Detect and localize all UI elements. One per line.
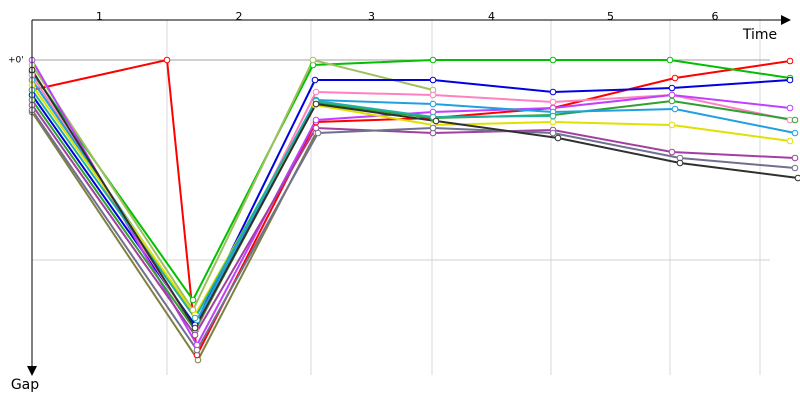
data-point [314, 129, 322, 137]
data-point [554, 134, 562, 142]
data-point [671, 74, 679, 82]
data-point [549, 98, 557, 106]
section-label: 2 [236, 10, 243, 23]
data-point [786, 57, 794, 65]
data-point [668, 84, 676, 92]
data-point [429, 56, 437, 64]
section-label: 5 [607, 10, 614, 23]
section-label: 6 [712, 10, 719, 23]
data-point [549, 112, 557, 120]
data-point [791, 129, 799, 137]
data-point [666, 56, 674, 64]
data-point [549, 56, 557, 64]
data-point [312, 116, 320, 124]
data-point [429, 76, 437, 84]
data-point [671, 105, 679, 113]
data-point [309, 56, 317, 64]
data-point [786, 104, 794, 112]
data-point [312, 100, 320, 108]
data-point [794, 174, 800, 182]
data-point [668, 97, 676, 105]
data-point [191, 314, 199, 322]
data-point [668, 91, 676, 99]
data-point [791, 116, 799, 124]
data-point [791, 154, 799, 162]
data-point [791, 164, 799, 172]
series-line [31, 58, 791, 359]
y-axis-label: Gap [11, 377, 39, 393]
data-point [189, 296, 197, 304]
data-point [668, 121, 676, 129]
data-point [193, 346, 201, 354]
data-point [549, 88, 557, 96]
data-point [163, 56, 171, 64]
series-lines [28, 56, 800, 364]
data-point [311, 76, 319, 84]
data-point [668, 148, 676, 156]
section-label: 1 [96, 10, 103, 23]
data-point [432, 117, 440, 125]
section-label: 4 [488, 10, 495, 23]
data-point [549, 129, 557, 137]
data-point [676, 159, 684, 167]
data-point [549, 118, 557, 126]
data-point [312, 88, 320, 96]
data-point [429, 100, 437, 108]
section-label: 3 [368, 10, 375, 23]
series-line [31, 58, 434, 313]
data-point [429, 91, 437, 99]
data-point [429, 124, 437, 132]
data-point [191, 324, 199, 332]
x-axis-label: Time [742, 27, 777, 43]
data-point [191, 331, 199, 339]
data-point [786, 137, 794, 145]
y-tick-label: +0' [8, 56, 24, 66]
data-point [786, 76, 794, 84]
